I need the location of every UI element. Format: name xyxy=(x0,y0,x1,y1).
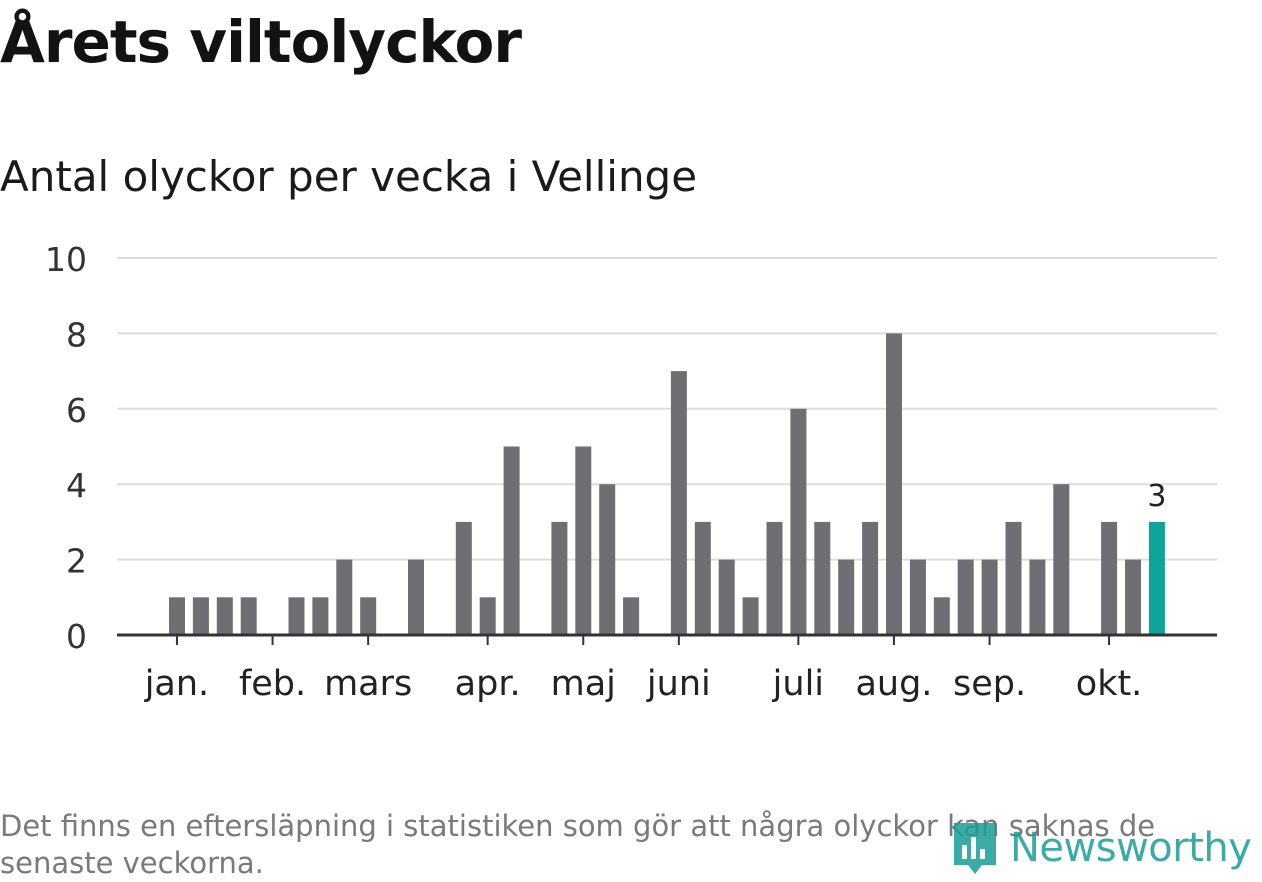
bar xyxy=(240,597,257,635)
bar xyxy=(455,521,472,635)
newsworthy-logo-text: Newsworthy xyxy=(1010,825,1252,871)
bar xyxy=(1029,559,1046,635)
bar xyxy=(192,597,209,635)
bar xyxy=(551,521,568,635)
bar xyxy=(909,559,926,635)
x-tick-label: okt. xyxy=(1076,664,1143,704)
y-tick-label: 10 xyxy=(45,240,87,279)
x-tick-label: sep. xyxy=(953,664,1026,704)
x-tick-label: maj xyxy=(551,664,616,704)
bar xyxy=(814,521,831,635)
bar xyxy=(1005,521,1022,635)
bar xyxy=(575,446,592,635)
bar xyxy=(408,559,424,635)
bar xyxy=(360,597,377,635)
y-tick-label: 8 xyxy=(66,315,87,354)
bar xyxy=(1053,484,1070,635)
bar xyxy=(336,559,353,635)
bar xyxy=(599,484,616,635)
x-tick-label: juli xyxy=(772,664,824,704)
x-tick-label: juni xyxy=(646,664,711,704)
chart-subtitle: Antal olyckor per vecka i Vellinge xyxy=(0,152,698,201)
x-tick-label: feb. xyxy=(239,664,306,704)
bar-highlight xyxy=(1148,521,1165,635)
bar-chart: 0 2 4 6 8 10 3 jan. feb. mars apr. maj juni juli aug. s… xyxy=(45,240,1217,704)
bar xyxy=(169,597,185,635)
bar xyxy=(312,597,329,635)
bar xyxy=(694,521,711,635)
bar xyxy=(766,521,783,635)
y-tick-label: 2 xyxy=(66,542,87,581)
bar xyxy=(718,559,735,635)
bar xyxy=(288,597,305,635)
bar xyxy=(886,333,902,635)
bar xyxy=(216,597,233,635)
bar xyxy=(670,371,687,635)
bar xyxy=(957,559,974,635)
y-tick-label: 0 xyxy=(66,617,87,656)
y-tick-label: 6 xyxy=(66,391,87,430)
bar xyxy=(742,597,759,635)
bar xyxy=(479,597,496,635)
chart-title: Årets viltolyckor xyxy=(0,8,522,76)
bar xyxy=(623,597,640,635)
bar xyxy=(1101,521,1118,635)
bar xyxy=(1125,559,1141,635)
data-label: 3 xyxy=(1147,479,1166,514)
x-tick-label: apr. xyxy=(455,664,521,704)
newsworthy-logo-icon xyxy=(954,823,996,874)
newsworthy-logo: Newsworthy xyxy=(950,818,1252,878)
bar xyxy=(933,597,950,635)
x-tick-label: mars xyxy=(324,664,412,704)
x-tick-label: aug. xyxy=(855,664,932,704)
x-tick-label: jan. xyxy=(144,664,209,704)
bar xyxy=(981,559,998,635)
bar xyxy=(862,521,879,635)
y-tick-label: 4 xyxy=(66,466,87,505)
bar xyxy=(790,408,807,635)
bar xyxy=(503,446,520,635)
bar xyxy=(838,559,855,635)
